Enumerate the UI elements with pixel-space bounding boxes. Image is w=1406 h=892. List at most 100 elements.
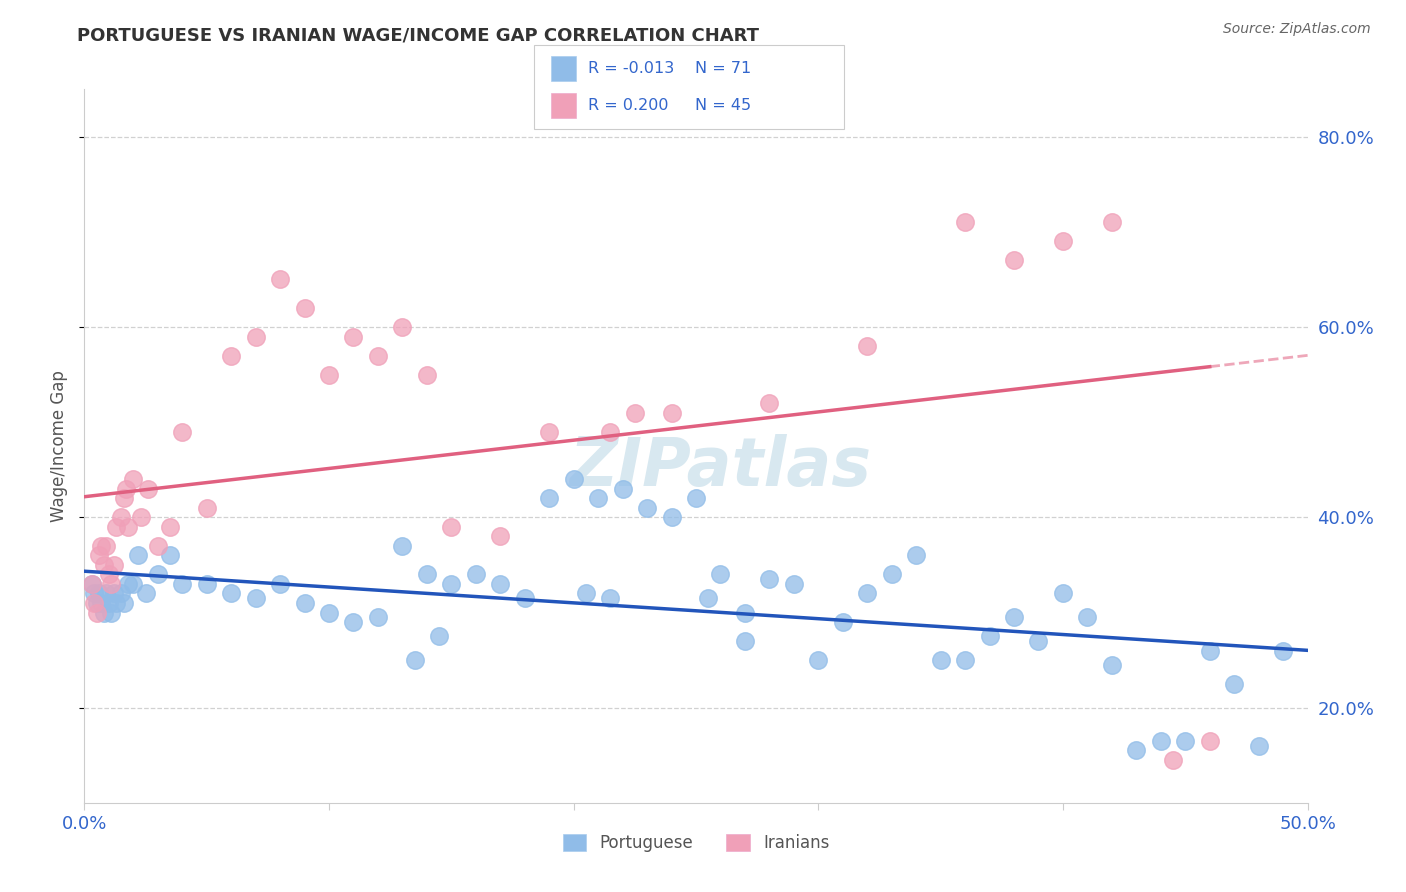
Point (318, 606, 340, 620)
Point (1101, 215, 1123, 229)
Point (80, 577, 103, 591)
Point (245, 329, 267, 343)
Point (416, 567, 439, 582)
Text: ZIPatlas: ZIPatlas (569, 434, 872, 500)
Point (100, 606, 122, 620)
Point (636, 500, 658, 515)
Point (105, 596, 128, 610)
Point (159, 549, 181, 563)
Point (562, 472, 585, 486)
Point (112, 491, 135, 506)
Point (219, 586, 242, 600)
Point (93, 606, 115, 620)
Point (103, 586, 125, 600)
Point (953, 653, 976, 667)
Point (404, 653, 426, 667)
Point (489, 577, 512, 591)
Point (734, 606, 756, 620)
Point (624, 406, 647, 420)
Text: R = -0.013: R = -0.013 (588, 62, 673, 76)
Point (159, 520, 181, 534)
Point (219, 349, 242, 363)
Point (1223, 677, 1246, 691)
Point (489, 529, 512, 543)
Point (1052, 586, 1074, 600)
Point (1174, 734, 1197, 748)
Legend: Portuguese, Iranians: Portuguese, Iranians (555, 827, 837, 859)
Point (90, 539, 112, 553)
Point (612, 482, 634, 496)
Point (979, 629, 1001, 643)
Point (513, 591, 536, 606)
Point (1198, 734, 1220, 748)
Point (661, 510, 683, 524)
Point (146, 567, 169, 582)
Point (1002, 610, 1025, 624)
Point (100, 577, 122, 591)
Point (87, 549, 110, 563)
Point (1052, 235, 1074, 249)
Point (97, 567, 120, 582)
Point (294, 596, 316, 610)
Point (880, 567, 903, 582)
Point (93, 558, 115, 572)
Point (709, 567, 731, 582)
Point (245, 591, 267, 606)
Point (1002, 253, 1025, 268)
Point (110, 510, 132, 524)
Point (440, 577, 463, 591)
Point (105, 520, 128, 534)
Point (172, 577, 194, 591)
Point (599, 591, 621, 606)
Point (807, 653, 830, 667)
Point (135, 586, 157, 600)
Point (129, 510, 152, 524)
Point (697, 591, 720, 606)
Point (661, 406, 683, 420)
Text: R = 0.200: R = 0.200 (588, 98, 668, 112)
Point (831, 615, 853, 629)
Point (1272, 643, 1295, 657)
Point (758, 572, 780, 586)
Point (1198, 643, 1220, 657)
Point (103, 558, 125, 572)
Point (538, 491, 561, 506)
Point (1076, 610, 1098, 624)
Point (1028, 634, 1050, 648)
Point (905, 549, 928, 563)
Point (538, 425, 561, 439)
Point (367, 349, 389, 363)
Point (367, 610, 389, 624)
Point (391, 539, 413, 553)
Point (112, 596, 135, 610)
Point (1161, 753, 1184, 767)
Text: N = 71: N = 71 (695, 62, 751, 76)
Point (856, 339, 879, 353)
Point (96, 539, 118, 553)
Point (146, 539, 169, 553)
Point (1247, 739, 1270, 753)
Point (856, 586, 879, 600)
Point (110, 586, 132, 600)
Point (294, 301, 316, 315)
Point (427, 629, 450, 643)
Point (318, 368, 340, 382)
Point (195, 577, 218, 591)
Text: PORTUGUESE VS IRANIAN WAGE/INCOME GAP CORRELATION CHART: PORTUGUESE VS IRANIAN WAGE/INCOME GAP CO… (77, 27, 759, 45)
Point (1101, 657, 1123, 672)
Point (342, 615, 364, 629)
Point (440, 520, 463, 534)
Point (195, 500, 218, 515)
Point (117, 577, 139, 591)
Point (90, 596, 112, 610)
Point (80, 577, 103, 591)
Point (83, 586, 105, 600)
Point (758, 396, 780, 410)
Point (115, 482, 138, 496)
Point (1150, 734, 1173, 748)
Point (117, 520, 139, 534)
Point (97, 596, 120, 610)
Point (172, 425, 194, 439)
Point (953, 215, 976, 229)
Text: Source: ZipAtlas.com: Source: ZipAtlas.com (1223, 22, 1371, 37)
